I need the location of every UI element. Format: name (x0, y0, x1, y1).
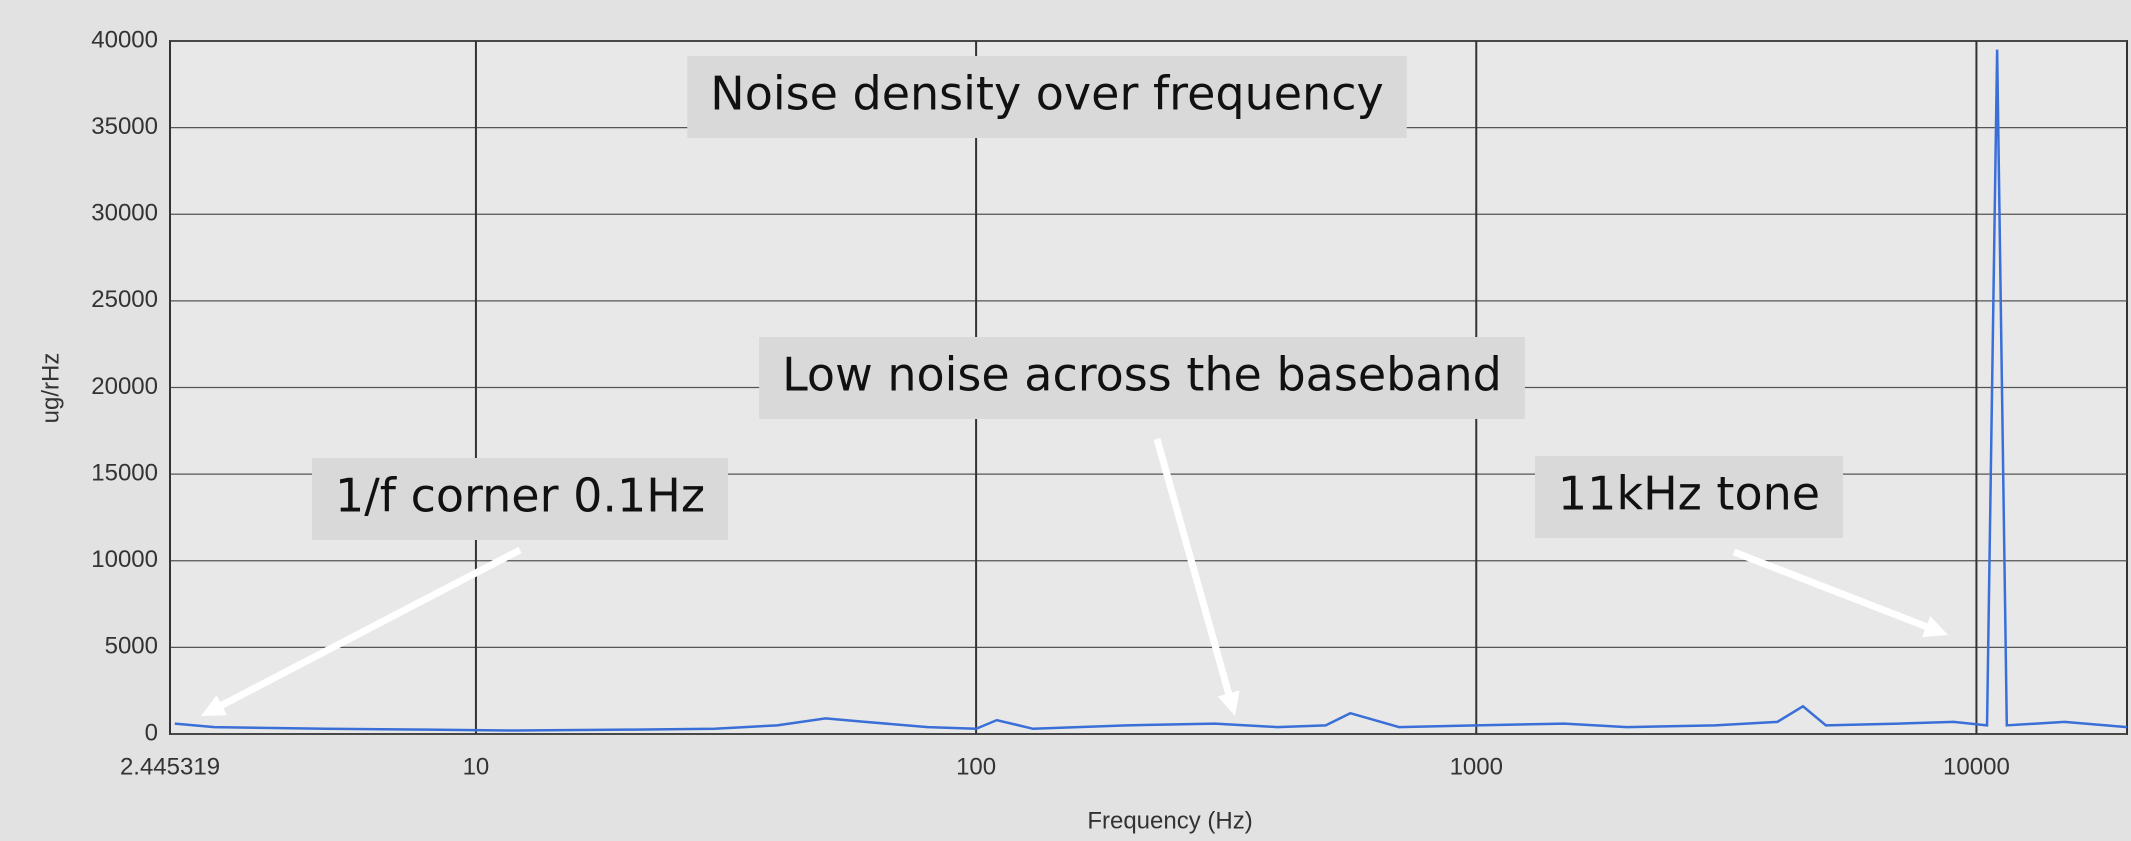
y-axis-label: ug/rHz (37, 353, 64, 424)
x-tick-label: 10 (463, 753, 490, 780)
y-tick-label: 20000 (91, 373, 158, 400)
annotation: 1/f corner 0.1Hz (335, 469, 705, 523)
x-tick-label: 1000 (1450, 753, 1503, 780)
y-tick-label: 40000 (91, 26, 158, 53)
y-tick-label: 30000 (91, 200, 158, 227)
x-axis-label: Frequency (Hz) (1087, 807, 1252, 834)
x-tick-label: 2.445319 (120, 753, 220, 780)
y-tick-label: 5000 (105, 633, 158, 660)
annotation: 11kHz tone (1558, 467, 1820, 521)
x-tick-label: 10000 (1943, 753, 2010, 780)
annotation: Low noise across the baseband (782, 348, 1502, 402)
y-tick-label: 35000 (91, 113, 158, 140)
chart: Frequency (Hz) ug/rHz 0 5000 10000 15000 200… (0, 0, 2131, 841)
x-tick-label: 100 (956, 753, 996, 780)
y-tick-label: 25000 (91, 286, 158, 313)
annotation: Noise density over frequency (710, 67, 1383, 121)
y-tick-label: 0 (145, 719, 158, 746)
y-tick-label: 15000 (91, 459, 158, 486)
y-tick-label: 10000 (91, 546, 158, 573)
